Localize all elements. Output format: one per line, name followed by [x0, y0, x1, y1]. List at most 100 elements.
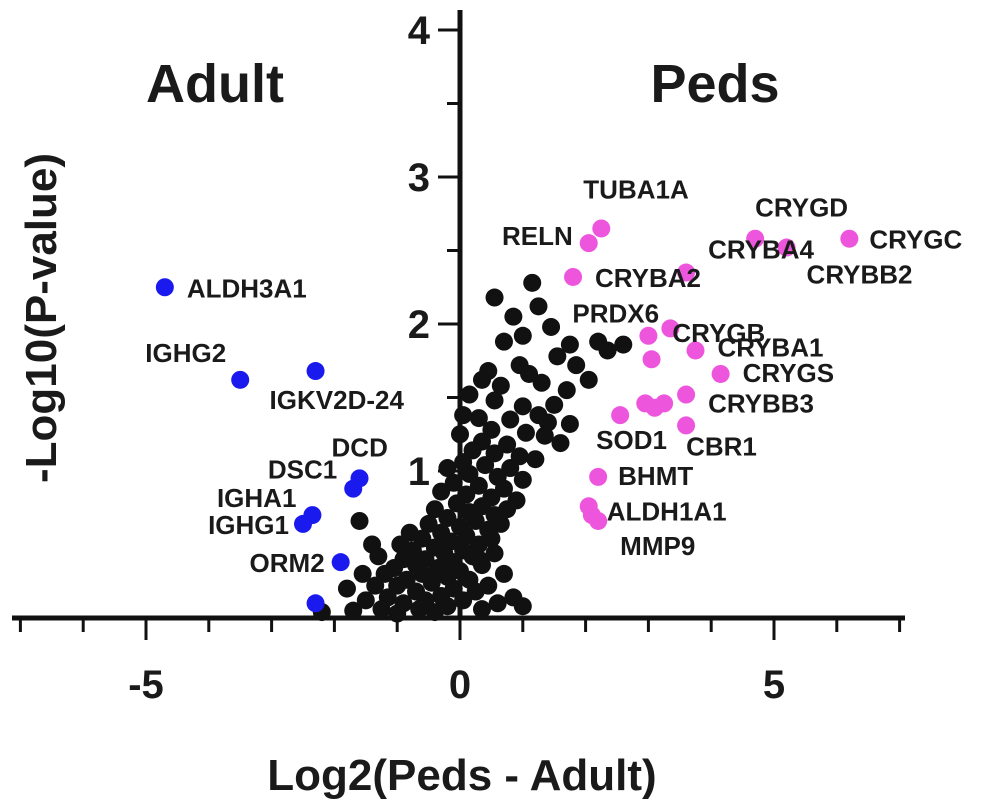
point-label-igkv2d-24: IGKV2D-24	[270, 385, 405, 415]
point-peds	[677, 385, 696, 404]
point-peds	[686, 341, 705, 360]
point-label-aldh3a1: ALDH3A1	[187, 273, 307, 303]
point-ns	[614, 335, 633, 354]
point-ns	[526, 450, 545, 469]
point-label-orm2: ORM2	[250, 548, 325, 578]
y-tick-label: 1	[408, 450, 430, 494]
point-ns	[560, 335, 579, 354]
point-ns	[513, 470, 532, 489]
point-ns	[369, 547, 388, 566]
point-ns	[535, 426, 554, 445]
point-peds	[711, 364, 730, 383]
point-ns	[460, 385, 479, 404]
point-peds	[611, 406, 630, 425]
point-ns	[466, 511, 485, 530]
y-tick-label: 3	[408, 156, 430, 200]
point-label-aldh1a1: ALDH1A1	[607, 496, 727, 526]
point-ns	[419, 514, 438, 533]
point-label-dcd: DCD	[332, 432, 388, 462]
point-peds	[589, 467, 608, 486]
point-ns	[501, 410, 520, 429]
x-tick-label: -5	[128, 663, 164, 707]
x-axis-title: Log2(Peds - Adult)	[267, 751, 656, 800]
point-ns	[344, 601, 363, 620]
point-ns	[532, 373, 551, 392]
x-tick-label: 0	[449, 663, 471, 707]
point-ns	[485, 288, 504, 307]
point-ns	[469, 550, 488, 569]
point-ns	[567, 356, 586, 375]
point-label-reln: RELN	[502, 221, 573, 251]
point-label-cryba4: CRYBA4	[708, 235, 814, 265]
point-ns	[438, 509, 457, 528]
point-peds	[777, 238, 796, 257]
point-label-mmp9: MMP9	[620, 531, 695, 561]
point-ns	[501, 459, 520, 478]
point-peds	[589, 511, 608, 530]
group-title-adult: Adult	[146, 54, 284, 114]
point-ns	[454, 591, 473, 610]
point-ns	[400, 523, 419, 542]
point-adult	[155, 278, 174, 297]
point-label-crybb2: CRYBB2	[807, 260, 913, 290]
point-ns	[472, 370, 491, 389]
point-ns	[557, 381, 576, 400]
point-adult	[231, 370, 250, 389]
point-ns	[410, 600, 429, 619]
point-ns	[479, 576, 498, 595]
point-peds	[592, 219, 611, 238]
point-ns	[425, 500, 444, 519]
point-label-cryba1: CRYBA1	[718, 332, 824, 362]
point-peds	[639, 326, 658, 345]
point-ns	[372, 600, 391, 619]
point-ns	[579, 370, 598, 389]
point-label-crygd: CRYGD	[755, 193, 848, 223]
point-ns	[356, 591, 375, 610]
x-tick-label: 5	[763, 663, 785, 707]
point-adult	[331, 553, 350, 572]
point-label-igha1: IGHA1	[217, 483, 296, 513]
point-ns	[350, 511, 369, 530]
point-ns	[454, 406, 473, 425]
point-adult	[306, 594, 325, 613]
point-label-ighg1: IGHG1	[208, 510, 289, 540]
point-ns	[542, 317, 561, 336]
point-adult	[294, 514, 312, 533]
point-label-cbr1: CBR1	[686, 431, 757, 461]
point-ns	[513, 397, 532, 416]
axis-ticks: -5 0 5 1 2 3 4	[18, 9, 902, 707]
point-label-crygc: CRYGC	[869, 225, 962, 255]
point-label-sod1: SOD1	[596, 425, 667, 455]
point-ns	[494, 564, 513, 583]
point-ns	[491, 376, 510, 395]
point-label-cryba2: CRYBA2	[595, 263, 701, 293]
point-ns	[598, 341, 617, 360]
point-label-crygs: CRYGS	[743, 358, 835, 388]
y-tick-label: 4	[408, 9, 431, 53]
point-peds	[655, 394, 674, 413]
group-title-peds: Peds	[650, 54, 779, 114]
point-ns	[485, 391, 504, 410]
point-ns	[469, 476, 488, 495]
point-peds	[840, 229, 859, 248]
point-ns	[516, 423, 535, 442]
point-ns	[485, 544, 504, 563]
point-ns	[488, 594, 507, 613]
point-peds	[579, 234, 598, 253]
point-peds	[642, 350, 661, 369]
point-ns	[366, 576, 385, 595]
point-ns	[438, 459, 457, 478]
point-peds	[746, 229, 765, 248]
point-label-ighg2: IGHG2	[145, 338, 226, 368]
point-label-crybb3: CRYBB3	[708, 389, 814, 419]
point-ns	[545, 395, 564, 414]
point-label-dsc1: DSC1	[268, 455, 337, 485]
point-ns	[513, 597, 532, 616]
point-ns	[513, 326, 532, 345]
point-ns	[494, 332, 513, 351]
point-ns	[476, 456, 495, 475]
point-ns	[529, 297, 548, 316]
point-ns	[337, 579, 356, 598]
